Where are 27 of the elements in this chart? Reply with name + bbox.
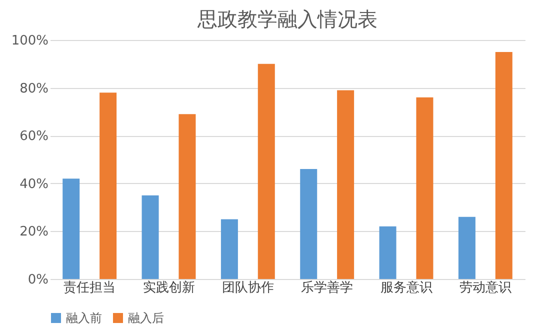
bar [458, 216, 476, 279]
bar [300, 169, 318, 279]
bar [258, 64, 275, 279]
y-tick-label: 100% [11, 34, 48, 48]
x-tick-label: 责任担当 [64, 280, 116, 296]
y-tick-label: 0% [28, 272, 48, 288]
y-tick-label: 20% [20, 224, 48, 240]
bar [379, 226, 396, 279]
bar [62, 178, 80, 279]
bar [416, 97, 434, 279]
bar [178, 114, 196, 279]
chart-title: 思政教学融入情况表 [196, 7, 378, 31]
bar [142, 195, 159, 279]
bar [100, 92, 117, 279]
x-tick-label: 乐学善学 [301, 280, 354, 296]
legend-label: 融入前 [66, 311, 102, 325]
y-tick-label: 80% [20, 81, 48, 96]
x-tick-label: 服务意识 [380, 280, 432, 296]
bar [495, 52, 512, 279]
x-tick-label: 劳动意识 [459, 280, 512, 296]
x-tick-label: 实践创新 [142, 280, 195, 296]
bar [220, 219, 238, 279]
legend-label: 融入后 [128, 311, 164, 325]
y-tick-label: 60% [20, 129, 48, 144]
y-tick-label: 40% [20, 176, 48, 192]
x-tick-label: 团队协作 [222, 280, 274, 296]
bar [337, 90, 354, 279]
